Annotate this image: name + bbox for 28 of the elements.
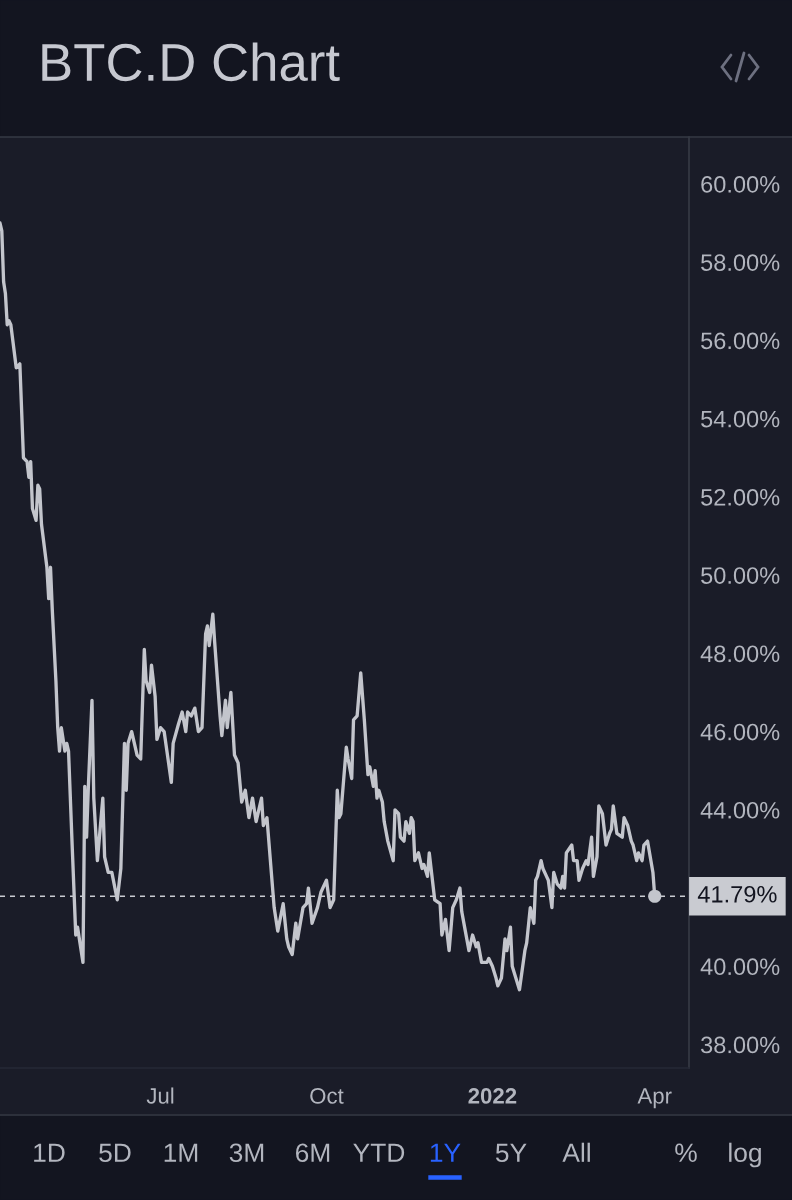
x-tick-label: Jul: [146, 1087, 174, 1104]
y-tick-label: 58.00%: [701, 254, 780, 271]
text: log: [729, 1142, 761, 1168]
y-tick-label: 44.00%: [700, 801, 780, 819]
x-tick-label: Apr: [637, 1088, 672, 1109]
text: 6M: [296, 1143, 330, 1163]
text: 1M: [164, 1143, 198, 1162]
text: 1D: [34, 1143, 65, 1162]
y-tick-label: 60.00%: [701, 176, 780, 193]
text: 5D: [99, 1143, 131, 1163]
y-tick-label: 40.00%: [700, 958, 780, 976]
y-tick-label: 54.00%: [701, 410, 780, 428]
x-tick-label: Oct: [310, 1088, 344, 1104]
text: YTD: [353, 1143, 405, 1162]
y-tick-label: 48.00%: [700, 645, 780, 663]
y-tick-label: 56.00%: [701, 332, 780, 350]
chart-title: BTC.D Chart: [42, 42, 340, 82]
y-tick-label: 46.00%: [700, 723, 780, 741]
y-tick-label: 52.00%: [701, 488, 780, 506]
x-tick-label: 2022: [468, 1088, 517, 1104]
text: 1Y: [430, 1143, 461, 1162]
text: 5Y: [495, 1143, 527, 1163]
y-tick-label: 50.00%: [701, 567, 780, 584]
text: %: [675, 1143, 697, 1162]
text: All: [562, 1142, 590, 1162]
y-tick-label: 38.00%: [701, 1036, 780, 1054]
ref-line-label: 41.79%: [697, 885, 777, 903]
text: 3M: [229, 1143, 264, 1163]
